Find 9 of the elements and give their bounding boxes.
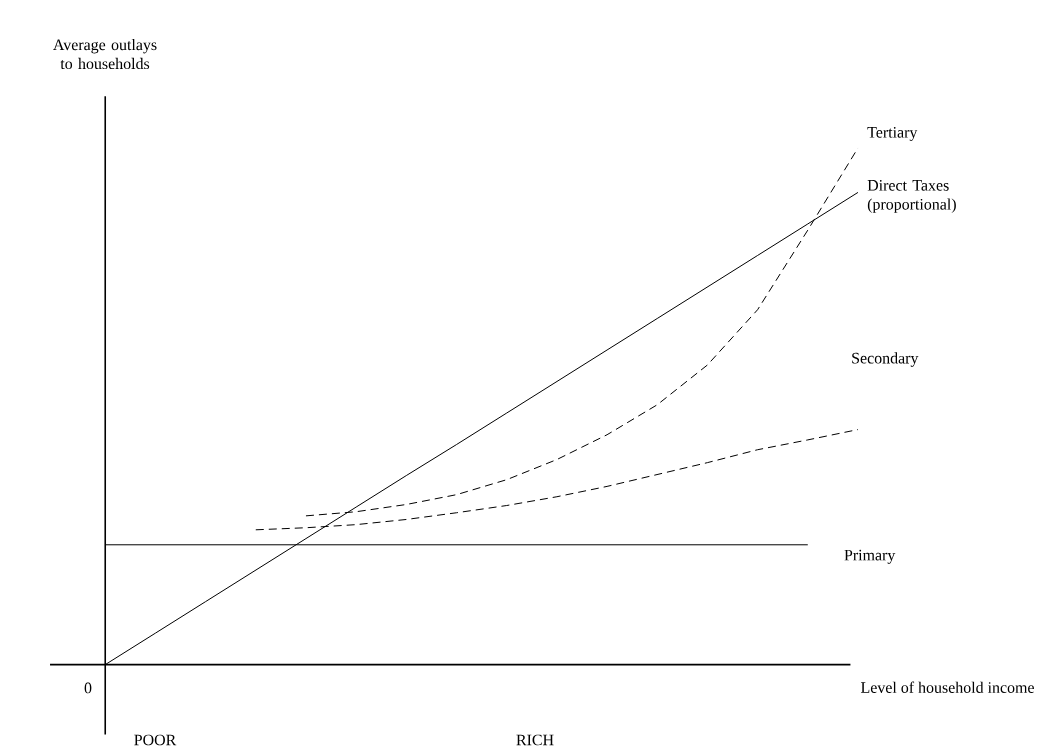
text: Primary [844,549,896,564]
x-axis-title: Level of household income [860,681,1034,694]
series-label: Direct Taxes (proportional) [867,180,956,214]
text: Secondary [852,352,919,367]
text: RICH [516,734,554,746]
text: POOR [134,734,177,746]
series-label: Tertiary [867,127,918,142]
y-axis-title: Average outlays to households [53,39,157,70]
text: 0 [84,682,92,694]
